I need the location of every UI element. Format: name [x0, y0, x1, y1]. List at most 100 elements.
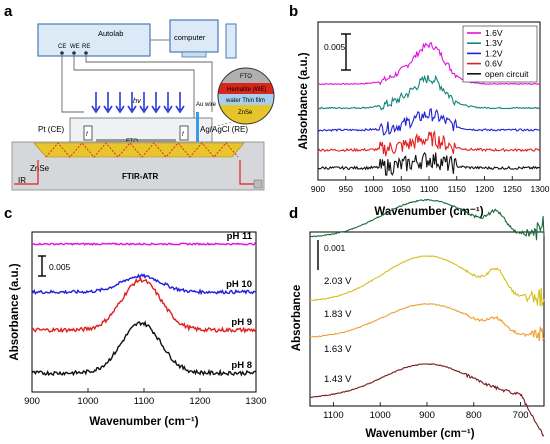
ce-terminal [60, 51, 64, 55]
ftir-atr-label: FTIR-ATR [122, 172, 159, 181]
detector [253, 179, 263, 189]
re-electrode [179, 125, 189, 141]
curve-label-ph-8: pH 8 [231, 360, 252, 371]
curve-label-1-83-v: 1.83 V [324, 309, 352, 320]
panel-b-x-tick-label: 1200 [475, 184, 494, 194]
panel-c-x-ticks: 900 1000 1100 1200 1300 [24, 388, 267, 407]
panel-b-x-tick-label: 1300 [531, 184, 550, 194]
series-line-ph-10 [31, 273, 257, 296]
au-wire-label: Au wire [196, 102, 217, 108]
computer-monitor [169, 19, 219, 53]
panel-c-x-tick-label: 1000 [77, 396, 98, 407]
legend-label-0-6v: 0.6V [485, 59, 503, 69]
legend-label-1-6v: 1.6V [485, 28, 503, 38]
panel-letter-d: d [289, 205, 298, 222]
re-wire [85, 55, 213, 112]
ce-label: CE [58, 44, 66, 50]
curve-label-ph-10: pH 10 [226, 279, 252, 290]
panel-b-series-group [317, 41, 541, 176]
series-line-1-83-v [310, 255, 545, 308]
panel-b-x-tick-label: 950 [339, 184, 353, 194]
series-line-ph-11 [31, 242, 257, 246]
series-line-ph-8 [31, 320, 257, 377]
pt-electrode [83, 125, 93, 141]
panel-b-scale-bar: 0.005 [324, 33, 351, 71]
legend-label-open-circuit: open circuit [485, 69, 529, 79]
computer-base [181, 51, 207, 58]
panel-d-x-tick-label: 1000 [370, 410, 391, 421]
series-line-1-63-v [309, 303, 545, 342]
autolab-label: Autolab [98, 29, 123, 38]
panel-c-x-tick-label: 1300 [245, 396, 266, 407]
panel-letter-b: b [289, 3, 298, 20]
panel-c-scale-bar: 0.005 [38, 255, 71, 277]
legend-label-1-3v: 1.3V [485, 38, 503, 48]
autolab-box [37, 23, 151, 57]
panel-d-x-tick-label: 900 [419, 410, 435, 421]
znse-crystal [33, 142, 245, 158]
panel-d-scale-bar: 0.001 [317, 240, 346, 270]
panel-b-y-axis-title: Absorbance (a.u.) [298, 52, 310, 149]
light-arrows [91, 92, 185, 114]
layer-hematite [218, 83, 274, 94]
layer-label-water: water Thin film [225, 98, 265, 104]
panel-b-x-tick-label: 1250 [503, 184, 522, 194]
series-line-0-6v [317, 130, 541, 157]
panel-d-chart: d 1100 1000 900 800 700 2.03 V 1.83 V 1.63 V 1.… [289, 198, 545, 440]
panel-c-chart: c 900 1000 1100 1200 1300 pH 11 pH 10 pH 9 pH 8… [4, 205, 267, 428]
panel-b-scale-bar-label: 0.005 [324, 42, 346, 52]
panel-a-diagram: a Autolab CE WE RE computer hv f f FT [4, 3, 275, 191]
panel-d-y-axis-title: Absorbance [291, 285, 303, 351]
we-wire [73, 55, 195, 118]
re-electrode-mark: f [182, 132, 185, 138]
series-line-1-43-v [309, 363, 545, 437]
ir-label: IR [18, 176, 26, 185]
curve-label-ph-9: pH 9 [231, 317, 252, 328]
panel-d-scale-bar-label: 0.001 [324, 243, 346, 253]
panel-c-plot-frame [31, 231, 257, 393]
ir-in-arrow [14, 160, 39, 185]
layer-label-hematite: Hematite (WE) [227, 87, 266, 93]
legend-label-1-2v: 1.2V [485, 48, 503, 58]
panel-b-x-tick-label: 1150 [448, 184, 467, 194]
series-line-1-6v [317, 41, 540, 86]
computer-tower [225, 23, 237, 59]
layer-label-znse: ZnSe [238, 110, 253, 116]
panel-c-y-axis-title: Absorbance (a.u.) [9, 263, 21, 360]
we-label: WE [70, 44, 80, 50]
panel-letter-c: c [4, 205, 12, 222]
panel-d-curve-labels: 2.03 V 1.83 V 1.63 V 1.43 V [324, 276, 352, 385]
panel-c-x-tick-label: 1200 [189, 396, 210, 407]
layer-label-fto: FTO [240, 74, 252, 80]
series-line-ph-9 [32, 276, 257, 334]
computer-label: computer [174, 33, 206, 42]
ir-beam-path [45, 142, 239, 158]
panel-d-series-group [309, 198, 545, 437]
hv-label: hv [133, 96, 142, 105]
ir-out-arrow [239, 160, 254, 185]
curve-label-2-03-v: 2.03 V [324, 276, 352, 287]
panel-d-x-axis-title: Wavenumber (cm⁻¹) [365, 428, 474, 440]
series-line-2-03-v [309, 198, 545, 241]
panel-b-chart: b 900 950 1000 1050 1100 1150 1200 1250 1300 Wav… [289, 3, 550, 218]
zoom-circle [217, 67, 275, 125]
panel-c-x-tick-label: 900 [24, 396, 40, 407]
re-terminal [84, 51, 88, 55]
ag-agcl-rod [196, 112, 199, 142]
layer-znse [218, 105, 274, 124]
series-line-1-3v [317, 74, 541, 111]
panel-d-x-ticks: 1100 1000 900 800 700 [323, 402, 529, 421]
znse-label: ZnSe [30, 164, 50, 173]
panel-b-x-tick-label: 1050 [392, 184, 411, 194]
panel-b-x-tick-label: 1000 [364, 184, 383, 194]
panel-c-curve-labels: pH 11 pH 10 pH 9 pH 8 [226, 231, 253, 371]
panel-d-x-tick-label: 1100 [323, 410, 343, 421]
curve-label-1-43-v: 1.43 V [324, 374, 352, 385]
re-label: RE [82, 44, 90, 50]
we-terminal [72, 51, 76, 55]
series-line-open-circuit [317, 151, 541, 176]
pt-ce-label: Pt (CE) [38, 125, 65, 134]
